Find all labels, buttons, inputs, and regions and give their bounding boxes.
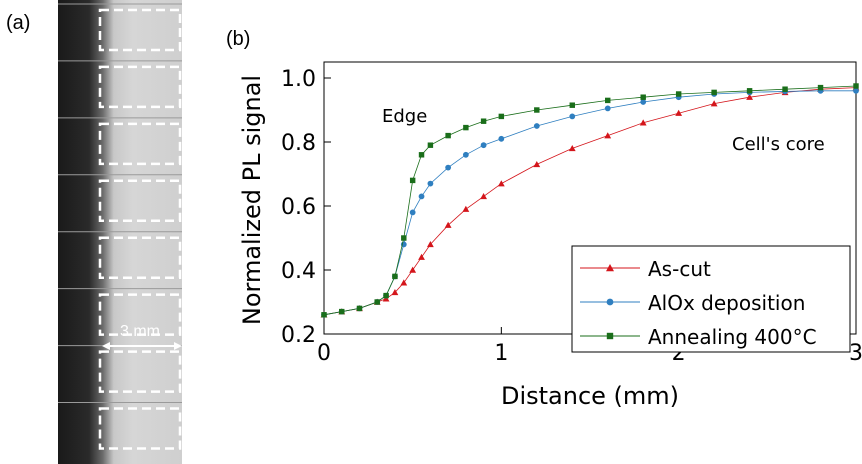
analysis-box [98,293,182,336]
data-point [604,132,612,139]
series-square [321,83,859,318]
analysis-boxes [98,8,182,450]
data-point [533,123,540,129]
data-point [606,264,614,272]
scale-bar-label: 3 mm [120,323,160,340]
data-point [444,221,452,228]
x-axis-label: Distance (mm) [501,382,679,410]
data-point [445,132,451,139]
data-point [534,107,540,113]
data-point [427,142,434,148]
analysis-box [98,350,182,393]
x-tick-label: 0 [317,341,331,366]
data-point [640,94,646,100]
data-point [427,180,434,187]
data-point [321,312,327,318]
analysis-box [98,407,182,450]
data-point [569,102,575,108]
data-point [533,161,541,168]
legend: As-cut AlOx deposition Annealing 400°C [571,245,851,353]
analysis-box [98,8,182,52]
data-point [606,298,614,306]
data-point [675,109,683,116]
data-point [356,305,363,312]
data-point [639,119,647,126]
data-point [782,86,788,92]
annotation-cell-core: Cell's core [732,134,825,155]
analysis-box [98,236,182,279]
data-point [480,193,487,200]
data-point [606,332,614,340]
data-point [400,279,408,286]
data-point [711,89,717,96]
data-point [498,135,505,142]
legend-box [571,245,851,353]
analysis-box [98,65,182,109]
data-point [605,97,611,104]
data-point [675,91,682,97]
x-tick-label: 3 [849,341,862,366]
data-point [853,83,859,89]
y-tick-label: 0.4 [281,259,316,284]
x-tick-label: 1 [494,341,508,366]
data-point [640,99,647,105]
data-point [480,142,487,149]
y-tick-label: 0.6 [281,195,316,220]
data-point [392,273,398,280]
data-point [409,266,417,273]
panel-label-a: (a) [6,12,31,34]
data-point [497,180,505,187]
legend-label: AlOx deposition [648,291,805,315]
data-point [498,113,505,120]
data-point [418,253,425,260]
scale-bar: 3 mm [102,323,182,350]
legend-label: As-cut [648,257,711,281]
data-point [462,151,469,158]
data-point [445,164,452,171]
y-tick-label: 0.2 [281,323,316,348]
data-point [568,145,576,152]
panel-label-b: (b) [226,28,251,50]
analysis-box [98,122,182,166]
analysis-box [98,179,182,223]
pl-image-panel: 3 mm [58,0,182,464]
data-point [569,113,576,120]
data-point [418,193,425,200]
data-point [409,209,416,216]
y-axis-label: Normalized PL signal [238,75,266,325]
data-point [604,105,611,112]
data-point [853,87,859,94]
data-point [391,289,399,296]
data-point [480,118,487,124]
data-point [710,100,718,107]
data-point [374,299,380,305]
data-point [383,292,389,299]
annotation-edge: Edge [382,106,427,127]
data-point [401,235,407,241]
data-point [746,88,753,94]
data-point [418,152,425,158]
data-point [462,205,470,212]
data-point [746,93,753,100]
y-tick-label: 0.8 [281,131,316,156]
data-point [463,124,469,131]
data-point [339,308,345,315]
data-point [817,84,824,91]
data-point [409,177,416,184]
data-point [427,241,434,248]
y-tick-label: 1.0 [281,67,316,92]
legend-label: Annealing 400°C [648,325,817,349]
